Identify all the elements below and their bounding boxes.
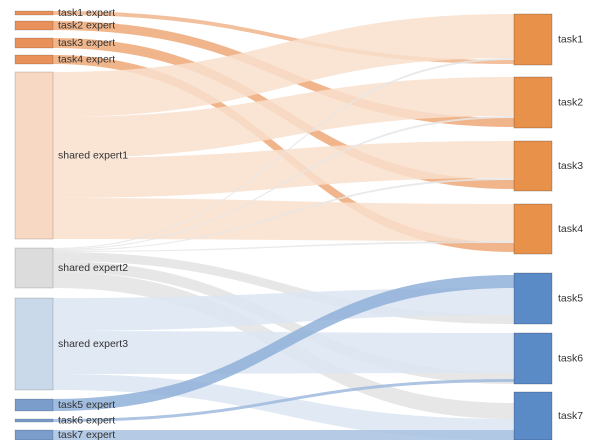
source-label-se1: shared expert1 (58, 150, 128, 162)
target-label-task4: task4 (558, 223, 583, 235)
flow-se1-to-task4 (53, 198, 514, 241)
target-nodes: task1 task2 task3 task4 task5 task6 task7 (513, 13, 583, 440)
target-node-task7[interactable] (513, 391, 553, 440)
target-node-task4[interactable] (513, 203, 553, 255)
source-label-se3: shared expert3 (58, 338, 128, 350)
target-label-task6: task6 (558, 353, 583, 365)
source-label-t5e: task5 expert (58, 399, 115, 411)
flow-t6e-to-task6 (53, 379, 514, 422)
target-label-task5: task5 (558, 293, 583, 305)
flow-t5e-to-task5 (53, 275, 514, 411)
source-label-t6e: task6 expert (58, 415, 115, 427)
target-label-task3: task3 (558, 160, 583, 172)
flow-se1-to-task1 (53, 14, 514, 117)
flow-links (53, 11, 514, 440)
target-label-task2: task2 (558, 97, 583, 109)
source-node-t5e[interactable] (14, 398, 54, 412)
target-node-task2[interactable] (513, 76, 553, 129)
target-label-task7: task7 (558, 410, 583, 422)
source-node-se1[interactable] (14, 71, 54, 240)
flow-se1-to-task3 (53, 141, 514, 198)
source-node-t6e[interactable] (14, 418, 54, 423)
flow-t1e-to-task1 (53, 11, 514, 64)
source-node-se2[interactable] (14, 247, 54, 289)
source-node-t7e[interactable] (14, 429, 54, 440)
source-label-t2e: task2 expert (58, 20, 115, 32)
source-node-t4e[interactable] (14, 54, 54, 65)
source-label-t3e: task3 expert (58, 37, 115, 49)
flow-se3-to-task6 (53, 331, 514, 374)
source-node-t1e[interactable] (14, 10, 54, 16)
flow-se2-to-task2 (53, 116, 514, 250)
target-node-task1[interactable] (513, 13, 553, 66)
target-node-task5[interactable] (513, 272, 553, 325)
flow-se2-to-task1 (53, 58, 514, 249)
source-label-t4e: task4 expert (58, 54, 115, 66)
target-label-task1: task1 (558, 34, 583, 46)
source-node-t3e[interactable] (14, 37, 54, 49)
source-label-t1e: task1 expert (58, 7, 115, 19)
source-node-se3[interactable] (14, 297, 54, 391)
flow-se2-to-task4 (53, 241, 514, 252)
flow-se2-to-task5 (53, 252, 514, 324)
source-label-se2: shared expert2 (58, 262, 128, 274)
target-node-task3[interactable] (513, 140, 553, 192)
flow-t7e-to-task7 (53, 430, 514, 440)
target-node-task6[interactable] (513, 332, 553, 385)
flow-se1-to-task2 (53, 77, 514, 158)
flow-se2-to-task3 (53, 178, 514, 251)
source-label-t7e: task7 expert (58, 429, 115, 440)
source-node-t2e[interactable] (14, 20, 54, 31)
